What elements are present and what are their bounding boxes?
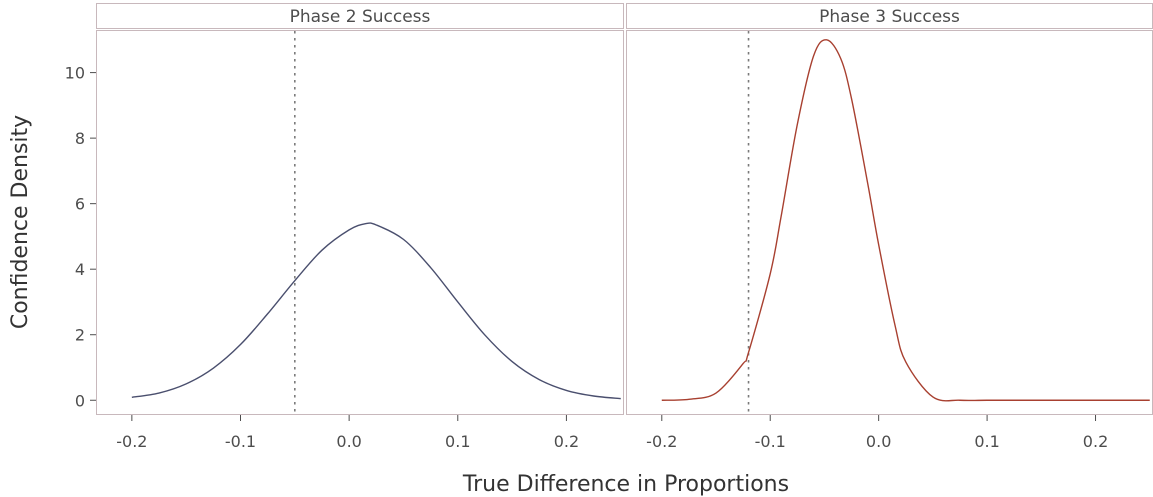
x-tick-label: 0.2 xyxy=(1083,432,1108,451)
density-curve xyxy=(131,222,621,400)
y-tick-label: 6 xyxy=(75,195,85,214)
x-tick-label: 0.2 xyxy=(554,432,579,451)
panels-layer: Phase 2 Success Phase 3 Success xyxy=(96,3,1153,415)
strip-box xyxy=(96,3,624,29)
x-tick-label: -0.1 xyxy=(755,432,786,451)
panel-1: Phase 2 Success xyxy=(96,3,624,415)
panel-border xyxy=(626,30,1153,415)
y-tick-label: 4 xyxy=(75,260,85,279)
panel-2: Phase 3 Success xyxy=(626,3,1153,415)
y-axis-title: Confidence Density xyxy=(8,115,33,329)
x-axis-panel-1: -0.2 -0.1 0.0 0.1 0.2 xyxy=(116,415,579,451)
y-tick-label: 8 xyxy=(75,129,85,148)
x-axis-title: True Difference in Proportions xyxy=(462,472,789,497)
x-tick-label: 0.0 xyxy=(336,432,361,451)
strip-box xyxy=(626,3,1153,29)
strip-label: Phase 2 Success xyxy=(290,7,431,27)
y-tick-label: 2 xyxy=(75,326,85,345)
strip-label: Phase 3 Success xyxy=(819,7,960,27)
x-tick-label: -0.1 xyxy=(225,432,256,451)
y-tick-label: 0 xyxy=(75,391,85,410)
x-tick-label: 0.1 xyxy=(974,432,999,451)
y-axis: 0 2 4 6 8 10 xyxy=(65,64,96,410)
x-tick-label: -0.2 xyxy=(116,432,147,451)
density-curve xyxy=(661,39,1150,402)
x-tick-label: 0.0 xyxy=(866,432,891,451)
x-tick-label: -0.2 xyxy=(646,432,677,451)
x-axis-panel-2: -0.2 -0.1 0.0 0.1 0.2 xyxy=(646,415,1108,451)
x-tick-label: 0.1 xyxy=(445,432,470,451)
x-axes: -0.2 -0.1 0.0 0.1 0.2 -0.2 -0.1 0.0 0.1 0.2 xyxy=(116,415,1108,451)
panel-border xyxy=(96,30,624,415)
y-tick-label: 10 xyxy=(65,64,85,83)
